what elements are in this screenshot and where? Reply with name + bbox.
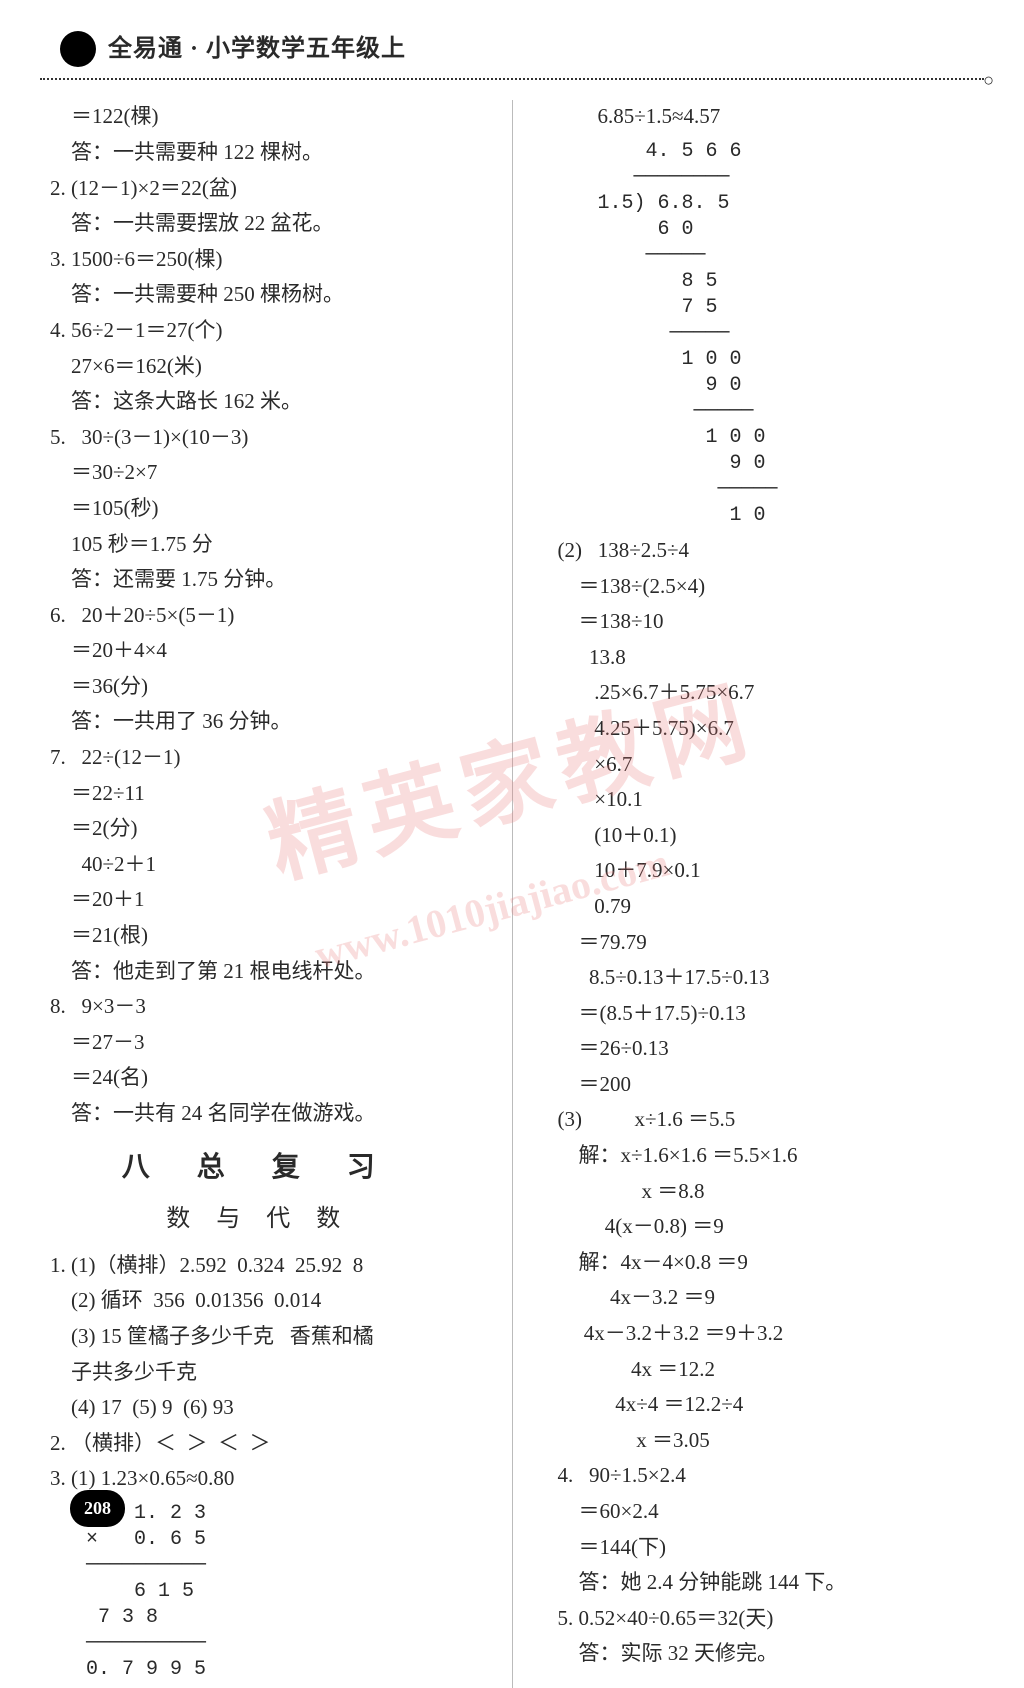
subsection-title: 数 与 代 数 [50,1200,467,1238]
text-line: 8. 9×3－3 [50,990,467,1024]
text-line: ＝24(名) [50,1061,467,1095]
text-line: 27×6＝162(米) [50,350,467,384]
multiplication-work: 1. 2 3 × 0. 6 5 ────────── 6 1 5 7 3 8 ─… [50,1501,467,1683]
division-header: 6.85÷1.5≈4.57 [558,100,975,134]
text-line: 0.79 [558,890,975,924]
text-line: ＝20＋1 [50,883,467,917]
text-line: 4(x－0.8) ＝9 [558,1210,975,1244]
text-line: 6. 20＋20÷5×(5－1) [50,599,467,633]
text-line: 8.5÷0.13＋17.5÷0.13 [558,961,975,995]
text-line: ＝36(分) [50,670,467,704]
text-line: (2) 循环 356 0.01356 0.014 [50,1284,467,1318]
text-line: 答：一共需要种 250 棵杨树。 [50,278,467,312]
text-line: ＝122(棵) [50,100,467,134]
text-line: ＝2(分) [50,812,467,846]
text-line: ＝200 [558,1068,975,1102]
text-line: (10＋0.1) [558,819,975,853]
text-line: 4x－3.2＋3.2 ＝9＋3.2 [558,1317,975,1351]
text-line: (2) 138÷2.5÷4 [558,534,975,568]
text-line: 4x－3.2 ＝9 [558,1281,975,1315]
text-line: ＝(8.5＋17.5)÷0.13 [558,997,975,1031]
text-line: 3. 1500÷6＝250(棵) [50,243,467,277]
text-line: ＝20＋4×4 [50,634,467,668]
text-line: 4. 56÷2－1＝27(个) [50,314,467,348]
text-line: ＝26÷0.13 [558,1032,975,1066]
left-column: ＝122(棵) 答：一共需要种 122 棵树。2. (12－1)×2＝22(盆)… [40,100,477,1688]
page-number: 208 [70,1490,125,1527]
header-title: 全易通 · 小学数学五年级上 [108,30,406,68]
text-line: 1. (1)（横排）2.592 0.324 25.92 8 [50,1249,467,1283]
text-line: 答：实际 32 天修完。 [558,1637,975,1671]
text-line: 答：一共用了 36 分钟。 [50,705,467,739]
text-line: 答：还需要 1.75 分钟。 [50,563,467,597]
text-line: ＝60×2.4 [558,1495,975,1529]
text-line: 13.8 [558,641,975,675]
text-line: 答：她 2.4 分钟能跳 144 下。 [558,1566,975,1600]
text-line: 答：一共需要种 122 棵树。 [50,136,467,170]
text-line: ＝144(下) [558,1531,975,1565]
text-line: 40÷2＋1 [50,848,467,882]
text-line: ＝27－3 [50,1026,467,1060]
text-line: 解：4x－4×0.8 ＝9 [558,1246,975,1280]
column-divider [512,100,513,1688]
text-line: ＝79.79 [558,926,975,960]
text-line: ＝105(秒) [50,492,467,526]
text-line: 4x ＝12.2 [558,1353,975,1387]
text-line: 4.25＋5.75)×6.7 [558,712,975,746]
text-line: ＝21(根) [50,919,467,953]
long-division-work: 4. 5 6 6 ──────── 1.5) 6.8. 5 6 0 ───── … [558,139,975,529]
text-line: 子共多少千克 [50,1356,467,1390]
text-line: ＝138÷(2.5×4) [558,570,975,604]
text-line: 7. 22÷(12－1) [50,741,467,775]
text-line: ＝138÷10 [558,605,975,639]
text-line: ×6.7 [558,748,975,782]
text-line: 10＋7.9×0.1 [558,854,975,888]
text-line: 2. （横排）＜ ＞ ＜ ＞ [50,1427,467,1461]
text-line: 105 秒＝1.75 分 [50,528,467,562]
text-line: (3) x÷1.6 ＝5.5 [558,1103,975,1137]
text-line: .25×6.7＋5.75×6.7 [558,676,975,710]
text-line: ＝22÷11 [50,777,467,811]
content-columns: ＝122(棵) 答：一共需要种 122 棵树。2. (12－1)×2＝22(盆)… [40,100,984,1688]
text-line: (3) 15 筐橘子多少千克 香蕉和橘 [50,1320,467,1354]
text-line: 4. 90÷1.5×2.4 [558,1459,975,1493]
header-icon [60,31,96,67]
text-line: 答：一共需要摆放 22 盆花。 [50,207,467,241]
text-line: 5. 0.52×40÷0.65＝32(天) [558,1602,975,1636]
text-line: ＝30÷2×7 [50,456,467,490]
text-line: 答：一共有 24 名同学在做游戏。 [50,1097,467,1131]
text-line: 答：这条大路长 162 米。 [50,385,467,419]
text-line: 答：他走到了第 21 根电线杆处。 [50,955,467,989]
text-line: 2. (12－1)×2＝22(盆) [50,172,467,206]
text-line: 解：x÷1.6×1.6 ＝5.5×1.6 [558,1139,975,1173]
text-line: x ＝3.05 [558,1424,975,1458]
header-divider [40,78,984,80]
text-line: ×10.1 [558,783,975,817]
text-line: 5. 30÷(3－1)×(10－3) [50,421,467,455]
text-line: 4x÷4 ＝12.2÷4 [558,1388,975,1422]
text-line: x ＝8.8 [558,1175,975,1209]
page-header: 全易通 · 小学数学五年级上 [40,30,984,68]
text-line: (4) 17 (5) 9 (6) 93 [50,1391,467,1425]
right-column: 6.85÷1.5≈4.57 4. 5 6 6 ──────── 1.5) 6.8… [548,100,985,1688]
section-title: 八 总 复 习 [50,1146,467,1191]
